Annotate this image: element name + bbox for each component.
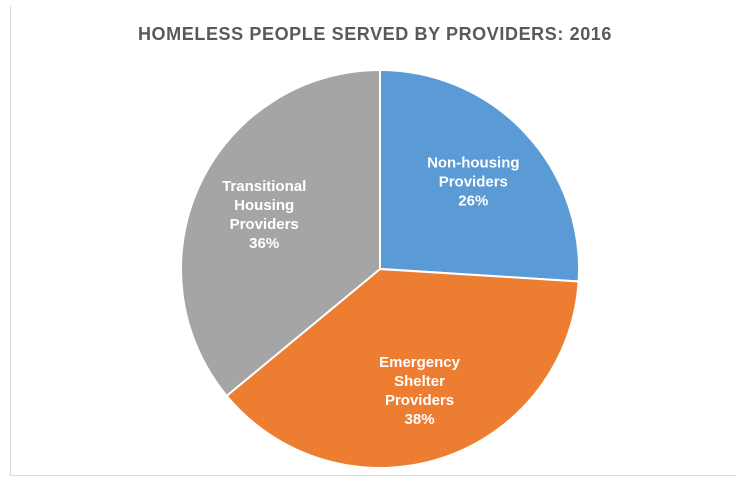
pie-slice-non-housing-providers <box>379 68 580 283</box>
slice-category-label: Providers <box>439 173 508 190</box>
slice-category-label: Transitional <box>222 178 306 195</box>
slice-percent-label: 38% <box>405 411 435 428</box>
slice-category-label: Emergency <box>379 354 461 371</box>
slice-percent-label: 26% <box>458 192 488 209</box>
slice-label-transitional-housing-providers: Transitional Housing Providers 36% <box>222 178 306 252</box>
slice-percent-label: 36% <box>249 235 279 252</box>
slice-category-label: Shelter <box>394 373 445 390</box>
slice-category-label: Housing <box>234 197 294 214</box>
slice-category-label: Non-housing <box>427 154 519 171</box>
pie-slice-transitional-housing-providers <box>180 68 381 398</box>
chart-frame <box>10 6 736 476</box>
slice-category-label: Providers <box>230 216 299 233</box>
chart-title: HOMELESS PEOPLE SERVED BY PROVIDERS: 201… <box>137 24 613 44</box>
slice-category-label: Providers <box>385 392 454 409</box>
slice-label-emergency-shelter-providers: Emergency Shelter Providers 38% <box>379 354 461 428</box>
slice-label-non-housing-providers: Non-housing Providers 26% <box>427 154 519 209</box>
pie-slice-emergency-shelter-providers <box>225 267 580 469</box>
